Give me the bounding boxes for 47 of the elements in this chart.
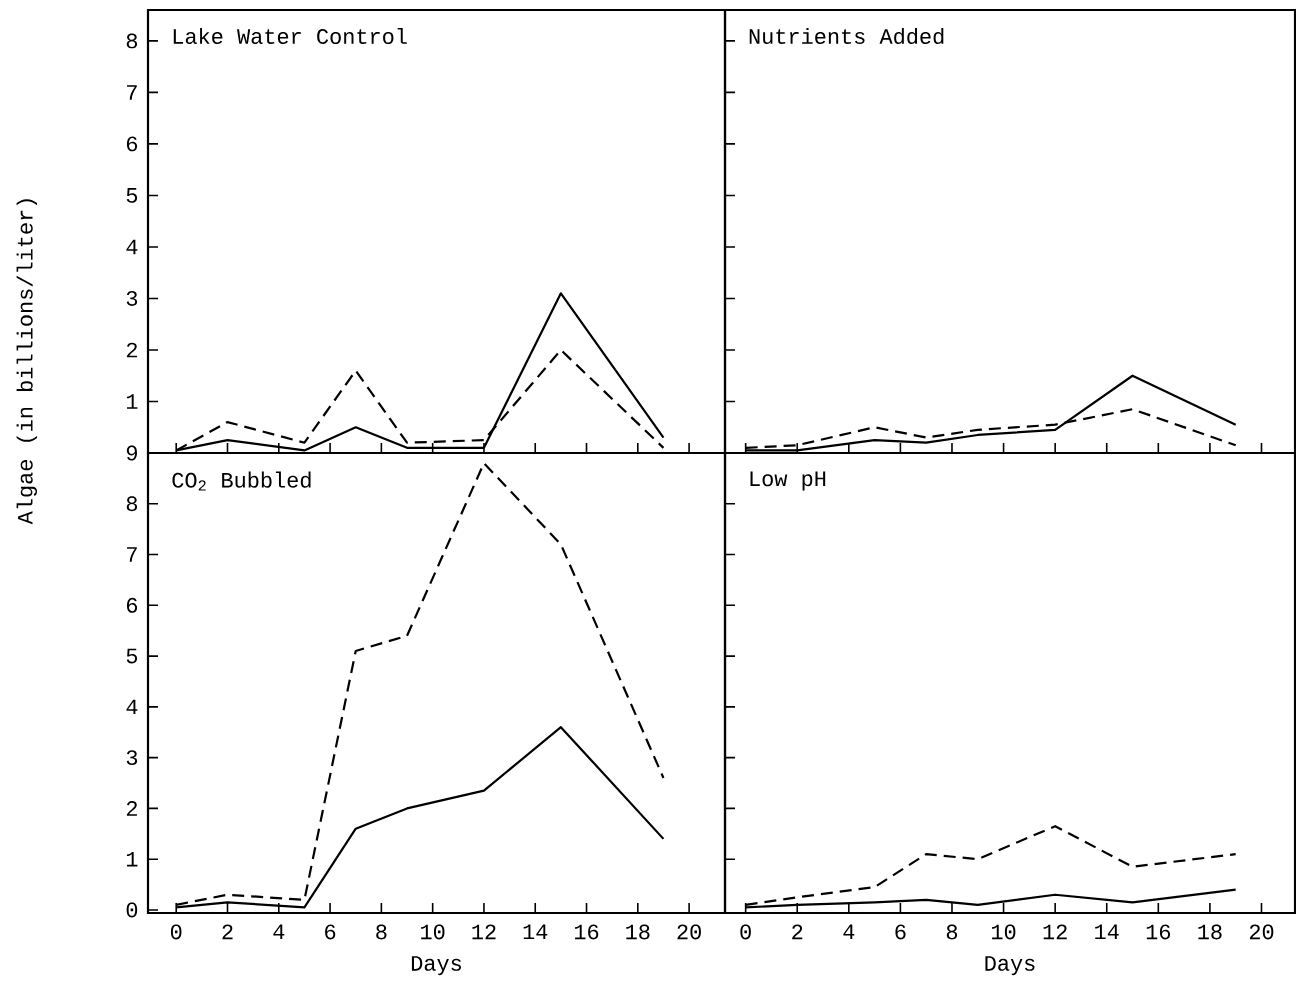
y-tick-label: 8 [126, 33, 138, 49]
x-tick-label: 4 [843, 924, 855, 939]
y-tick-label: 6 [126, 597, 138, 613]
x-tick-label: 18 [1198, 924, 1222, 940]
x-tick-label: 6 [325, 924, 336, 940]
y-tick-label: 6 [126, 136, 138, 152]
y-tick-label: 3 [126, 750, 138, 766]
y-tick-label: 7 [127, 85, 137, 100]
x-tick-label: 16 [574, 924, 599, 940]
x-axis-title: Days [985, 956, 1035, 976]
y-tick-label: 1 [126, 394, 138, 409]
x-tick-label: 4 [273, 924, 285, 939]
x-tick-label: 2 [792, 924, 803, 940]
x-tick-label: 18 [626, 924, 650, 940]
y-tick-label: 5 [126, 648, 138, 664]
x-tick-label: 12 [1043, 924, 1067, 940]
x-tick-label: 2 [222, 924, 233, 940]
y-tick-label: 1 [126, 851, 138, 867]
x-tick-label: 20 [1249, 924, 1274, 940]
y-tick-label: 9 [126, 445, 137, 461]
y-tick-label: 2 [126, 342, 137, 358]
y-tick-label: 4 [126, 699, 138, 715]
x-tick-label: 12 [472, 924, 496, 940]
y-tick-label: 8 [126, 496, 138, 512]
y-axis-title: Algae (in billions/liter) [16, 199, 38, 525]
text: Low pH [750, 471, 826, 491]
text: CO$_{2}$ Bubbled [172, 471, 311, 491]
x-tick-label: 20 [677, 924, 701, 940]
text: Nutrients Added [749, 27, 944, 45]
x-tick-label: 14 [1095, 924, 1119, 939]
x-tick-label: 8 [946, 924, 958, 940]
y-tick-label: 7 [127, 547, 137, 562]
y-tick-label: 4 [126, 239, 138, 255]
x-tick-label: 8 [376, 924, 387, 940]
x-tick-label: 0 [170, 924, 182, 940]
y-tick-label: 5 [126, 188, 138, 203]
x-tick-label: 10 [421, 924, 445, 940]
text: Lake Water Control [173, 27, 407, 45]
x-tick-label: 0 [740, 924, 751, 940]
y-tick-label: 3 [126, 291, 138, 306]
y-tick-label: 0 [126, 902, 138, 918]
x-tick-label: 10 [991, 924, 1016, 940]
x-tick-label: 16 [1146, 924, 1171, 940]
x-axis-title: Days [411, 956, 461, 976]
x-tick-label: 14 [523, 924, 548, 939]
y-tick-label: 2 [126, 801, 137, 816]
x-tick-label: 6 [895, 924, 906, 940]
